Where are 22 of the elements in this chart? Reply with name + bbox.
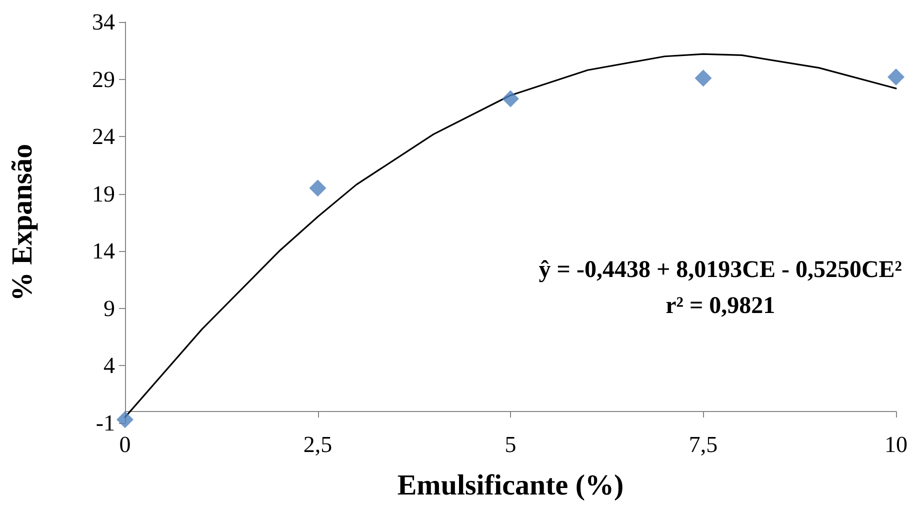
- x-tick-label: 7,5: [688, 432, 718, 457]
- y-tick-label: 24: [92, 124, 116, 150]
- point: [694, 70, 712, 87]
- y-tick-label: 29: [92, 66, 115, 92]
- y-tick-label: -1: [96, 410, 115, 436]
- annotation: ŷ = -0,4438 + 8,0193CE - 0,5250CE²: [538, 257, 902, 283]
- point: [309, 180, 326, 197]
- y-tick-label: 19: [92, 181, 115, 206]
- x-tick-label: 0: [119, 432, 131, 457]
- annotation: r² = 0,9821: [666, 293, 776, 319]
- x-tick-label: 10: [884, 432, 908, 457]
- x-tick-label: 5: [504, 432, 516, 457]
- point: [888, 68, 904, 86]
- y-tick-label: 14: [92, 238, 116, 264]
- x-tick-label: 2,5: [303, 432, 332, 457]
- point: [116, 411, 134, 428]
- y-tick-label: 9: [104, 296, 115, 321]
- x-axis-title: Emulsificante (%): [397, 470, 624, 502]
- y-tick-label: 34: [92, 10, 116, 34]
- point: [502, 90, 519, 108]
- y-tick-label: 4: [104, 353, 116, 378]
- y-axis-title: % Expansão: [6, 144, 38, 302]
